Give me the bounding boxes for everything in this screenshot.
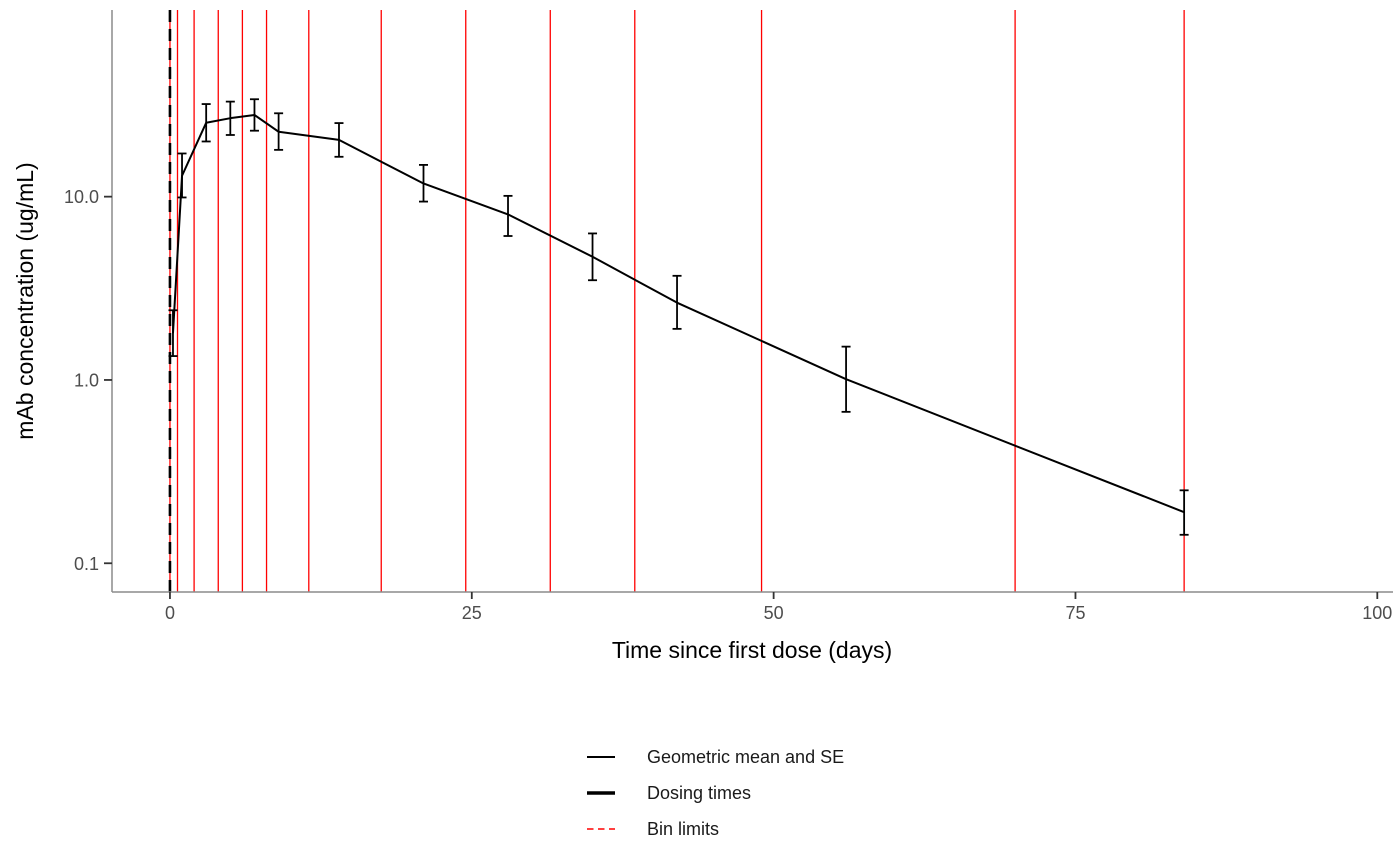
x-axis-title: Time since first dose (days) (612, 637, 892, 663)
legend-item-bin-limits: Bin limits (587, 819, 719, 839)
legend-item-geometric-mean: Geometric mean and SE (587, 747, 844, 767)
series-geometric-mean (168, 98, 1189, 536)
legend-label: Geometric mean and SE (647, 747, 844, 767)
x-tick-label: 100 (1362, 603, 1392, 623)
y-axis-title: mAb concentration (ug/mL) (12, 162, 38, 439)
error-bar (1179, 489, 1189, 536)
legend-label: Dosing times (647, 783, 751, 803)
error-bar (503, 194, 513, 237)
y-tick-label: 0.1 (74, 554, 99, 574)
geometric-mean-line (171, 113, 1185, 514)
y-tick-label: 10.0 (64, 187, 99, 207)
axes: 10.0 1.0 0.1 0 25 50 75 100 (64, 10, 1393, 623)
legend-item-dosing-times: Dosing times (587, 783, 751, 803)
x-tick-label: 50 (764, 603, 784, 623)
x-tick-label: 25 (462, 603, 482, 623)
legend-label: Bin limits (647, 819, 719, 839)
y-tick-label: 1.0 (74, 370, 99, 390)
x-tick-label: 0 (165, 603, 175, 623)
legend: Geometric mean and SE Dosing times Bin l… (587, 747, 844, 839)
x-tick-label: 75 (1065, 603, 1085, 623)
